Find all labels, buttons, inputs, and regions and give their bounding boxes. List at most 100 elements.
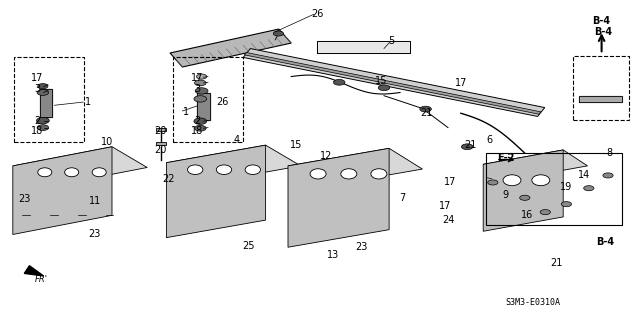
- Circle shape: [561, 202, 572, 207]
- Circle shape: [37, 90, 49, 95]
- Text: 2: 2: [34, 116, 40, 126]
- Text: 16: 16: [520, 210, 533, 220]
- Ellipse shape: [38, 168, 52, 177]
- Text: 20: 20: [154, 126, 166, 136]
- Polygon shape: [40, 89, 52, 117]
- Text: 23: 23: [88, 229, 101, 240]
- Text: 22: 22: [162, 174, 175, 184]
- Ellipse shape: [371, 169, 387, 179]
- Text: 21: 21: [464, 140, 477, 150]
- Text: 14: 14: [577, 170, 590, 181]
- Text: S3M3-E0310A: S3M3-E0310A: [506, 298, 561, 307]
- Text: 7: 7: [399, 193, 405, 204]
- Circle shape: [196, 74, 207, 79]
- Circle shape: [38, 84, 48, 89]
- Text: 25: 25: [242, 241, 255, 251]
- Circle shape: [194, 118, 207, 124]
- Text: 5: 5: [388, 36, 395, 47]
- Text: 23: 23: [18, 194, 31, 204]
- Polygon shape: [288, 148, 389, 247]
- Ellipse shape: [245, 165, 260, 174]
- Text: 12: 12: [320, 151, 333, 161]
- Circle shape: [488, 180, 498, 185]
- Text: 15: 15: [290, 140, 303, 150]
- Polygon shape: [244, 53, 541, 114]
- Text: E-2: E-2: [497, 153, 515, 163]
- Bar: [156, 142, 166, 145]
- Text: 18: 18: [31, 126, 44, 137]
- Polygon shape: [13, 147, 147, 187]
- Ellipse shape: [503, 175, 521, 186]
- Circle shape: [37, 125, 49, 130]
- Polygon shape: [288, 148, 422, 187]
- Bar: [156, 128, 166, 131]
- Text: 21: 21: [420, 108, 433, 118]
- Circle shape: [194, 96, 207, 102]
- Polygon shape: [24, 266, 44, 276]
- Polygon shape: [483, 150, 588, 180]
- Text: B-4: B-4: [593, 17, 611, 26]
- Text: 24: 24: [442, 215, 454, 225]
- Text: 17: 17: [444, 177, 456, 187]
- Text: 26: 26: [311, 9, 324, 19]
- Ellipse shape: [310, 169, 326, 179]
- Circle shape: [333, 79, 345, 85]
- Text: 1: 1: [85, 97, 92, 107]
- Circle shape: [195, 80, 206, 86]
- Text: 6: 6: [486, 135, 493, 145]
- Bar: [173, 57, 243, 142]
- Circle shape: [195, 88, 208, 94]
- Text: 26: 26: [216, 97, 229, 107]
- Text: 21: 21: [550, 258, 563, 268]
- Circle shape: [540, 210, 550, 215]
- Text: 13: 13: [326, 250, 339, 260]
- Text: 11: 11: [88, 196, 101, 206]
- Text: B-4: B-4: [594, 27, 612, 37]
- Ellipse shape: [65, 168, 79, 177]
- Text: 4: 4: [234, 135, 240, 145]
- Text: 15: 15: [374, 76, 387, 86]
- Ellipse shape: [216, 165, 232, 174]
- Bar: [573, 56, 629, 120]
- Text: 19: 19: [560, 182, 573, 192]
- Circle shape: [584, 186, 594, 191]
- Text: B-4: B-4: [596, 237, 614, 248]
- Text: 17: 17: [191, 73, 204, 83]
- Text: 9: 9: [502, 189, 509, 200]
- Circle shape: [461, 144, 473, 150]
- Circle shape: [195, 125, 206, 131]
- Circle shape: [273, 31, 284, 36]
- Ellipse shape: [188, 165, 203, 174]
- Bar: [14, 57, 84, 142]
- Text: 2: 2: [194, 116, 200, 126]
- Text: 23: 23: [355, 242, 368, 252]
- Polygon shape: [243, 48, 545, 116]
- Polygon shape: [166, 145, 266, 238]
- Ellipse shape: [341, 169, 357, 179]
- Text: 18: 18: [191, 126, 204, 137]
- Circle shape: [378, 85, 390, 91]
- Polygon shape: [13, 147, 112, 234]
- Text: 17: 17: [438, 201, 451, 211]
- Polygon shape: [170, 29, 291, 67]
- Text: 17: 17: [454, 78, 467, 88]
- Polygon shape: [579, 96, 622, 102]
- Circle shape: [520, 195, 530, 200]
- Polygon shape: [197, 93, 210, 120]
- Circle shape: [420, 106, 431, 112]
- Circle shape: [36, 117, 49, 124]
- Text: 3: 3: [34, 84, 40, 94]
- Polygon shape: [483, 150, 563, 231]
- Text: 1: 1: [182, 107, 189, 117]
- Text: 10: 10: [101, 137, 114, 147]
- Ellipse shape: [532, 175, 550, 186]
- Text: FR': FR': [35, 275, 47, 284]
- Polygon shape: [317, 41, 410, 53]
- Text: 20: 20: [154, 145, 166, 155]
- Polygon shape: [166, 145, 301, 183]
- Ellipse shape: [92, 168, 106, 177]
- Text: 8: 8: [607, 148, 613, 158]
- Circle shape: [603, 173, 613, 178]
- Bar: [486, 153, 622, 225]
- Text: 17: 17: [31, 73, 44, 83]
